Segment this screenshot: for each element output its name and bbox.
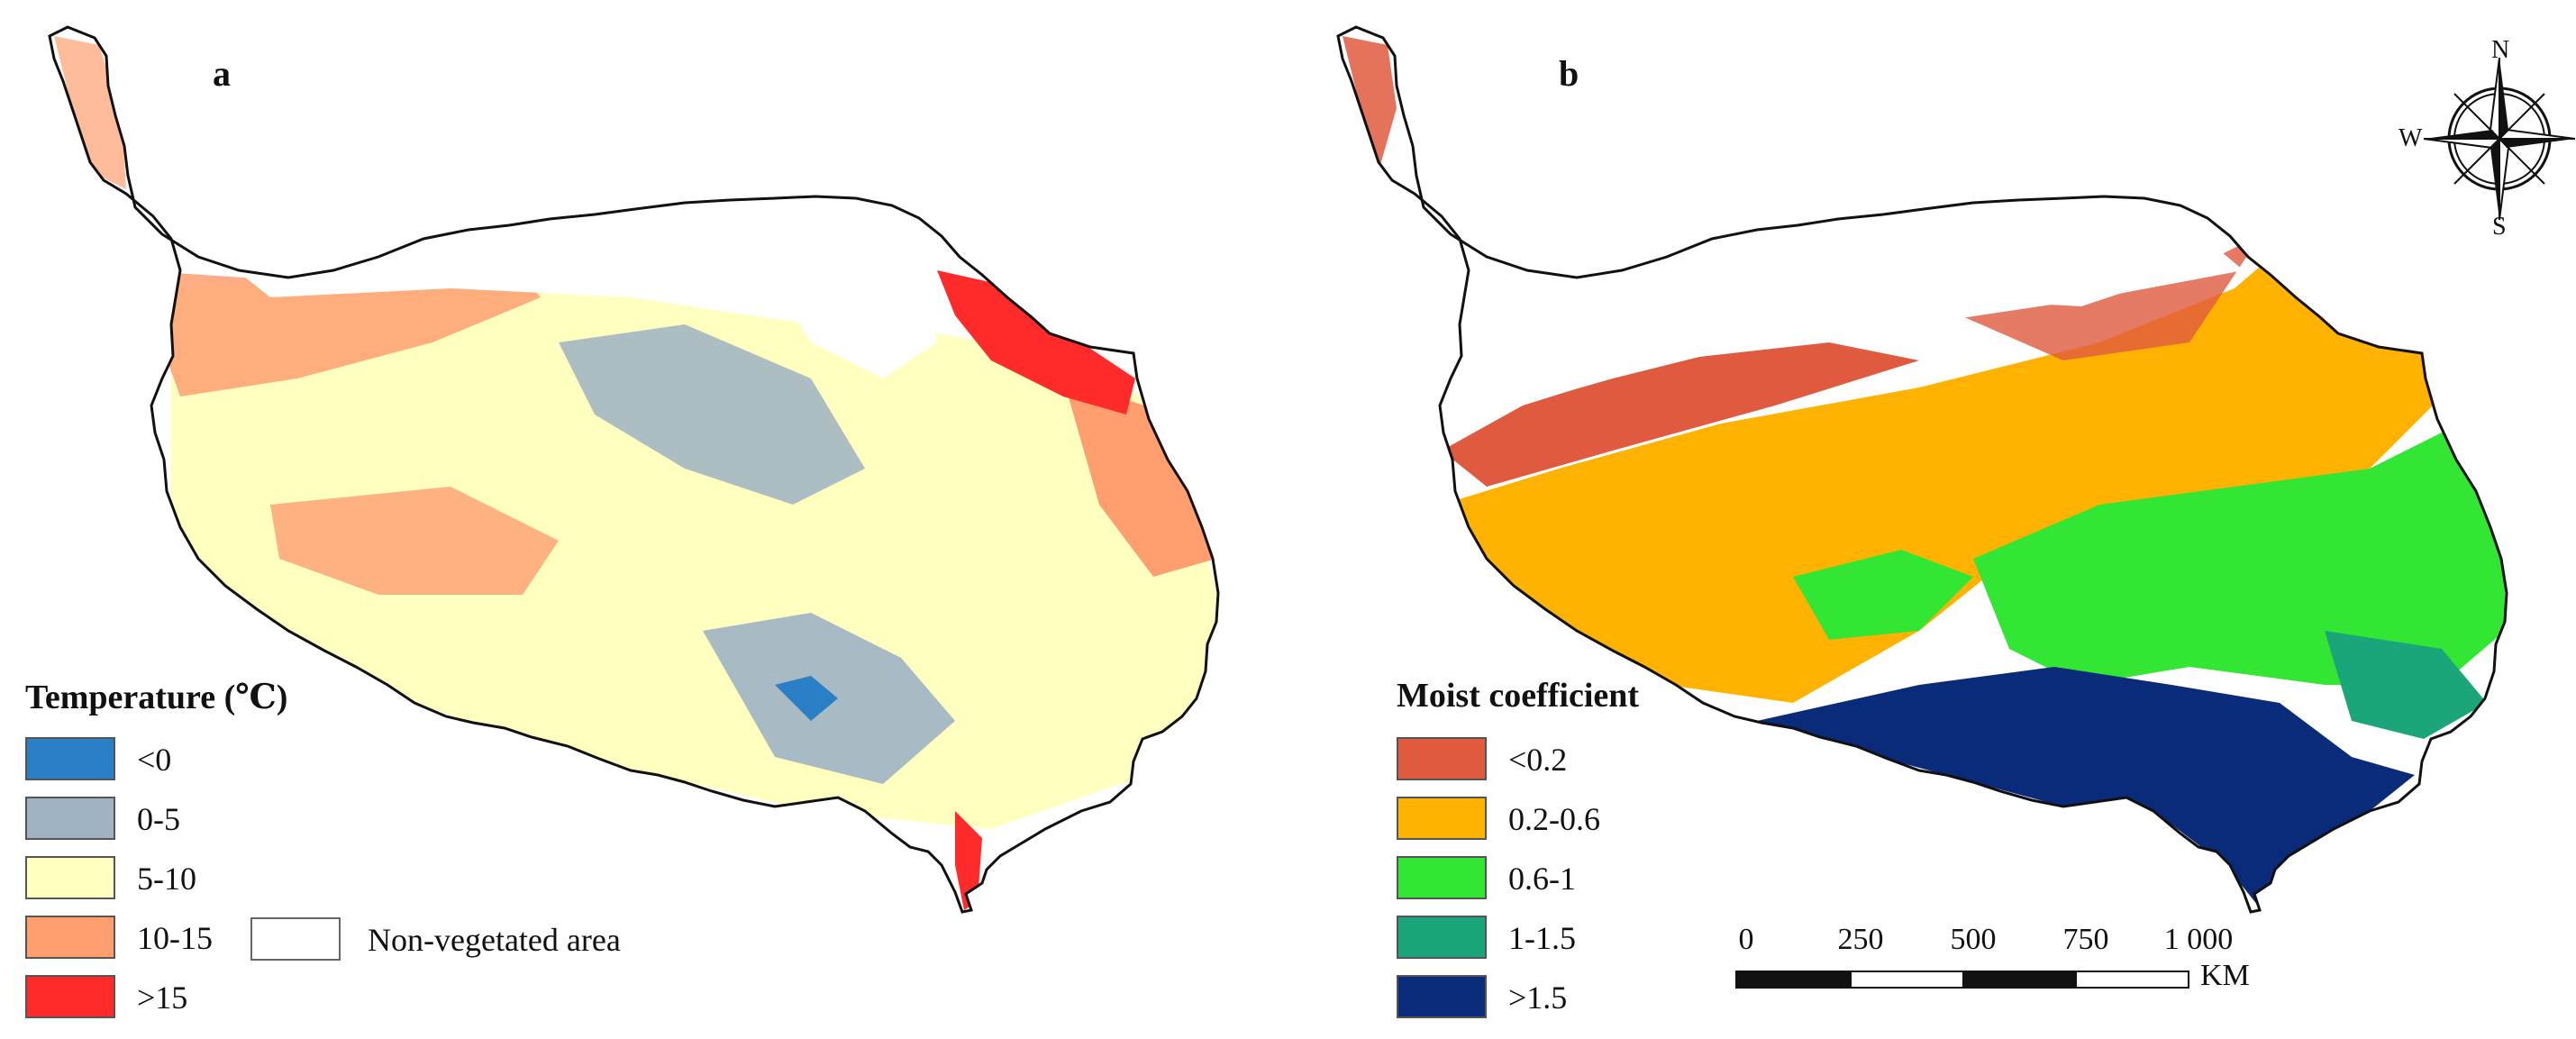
scale-bar-tick-label: 500 xyxy=(1950,923,1997,956)
compass-north-label: N xyxy=(2491,36,2510,64)
legend-swatch xyxy=(1397,916,1487,959)
scale-bar-tick-label: 1 000 xyxy=(2163,923,2234,956)
panel-label: a xyxy=(213,53,231,94)
legend-swatch xyxy=(250,917,341,961)
compass-west-label: W xyxy=(2399,124,2423,152)
legend-label: Non-vegetated area xyxy=(368,922,621,958)
compass-rose-icon xyxy=(2423,57,2576,221)
legend-label: <0 xyxy=(137,742,172,778)
legend-title: Moist coefficient xyxy=(1397,677,1640,715)
legend-label: >15 xyxy=(137,980,188,1016)
north-arrow-compass-icon: N S W E xyxy=(2399,36,2576,241)
legend-label: 0-5 xyxy=(137,801,180,837)
legend-title: Temperature (℃) xyxy=(25,679,288,716)
panel-label: b xyxy=(1559,53,1579,94)
legend-label: >1.5 xyxy=(1508,980,1568,1016)
temperature-map-panel: a Temperature (℃) <0 0-5 5-10 10-15 >15 … xyxy=(25,25,1220,1018)
legend-swatch xyxy=(1397,975,1487,1018)
legend-swatch xyxy=(25,856,115,899)
scale-bar-tick-label: 0 xyxy=(1738,923,1754,956)
moist-coefficient-map-panel: b N S W E Moist coefficient <0.2 xyxy=(1288,0,2576,1039)
legend-swatch xyxy=(1397,797,1487,840)
legend-label: 0.2-0.6 xyxy=(1508,801,1600,837)
scale-bar-unit: KM xyxy=(2200,959,2250,992)
scale-bar xyxy=(1735,971,2189,989)
scale-bar-labels: 0 250 500 750 1 000 xyxy=(1288,923,2576,962)
scale-bar-tick-label: 250 xyxy=(1837,923,1884,956)
legend-swatch xyxy=(1397,737,1487,780)
legend-swatch xyxy=(25,975,115,1018)
compass-south-label: S xyxy=(2492,213,2507,241)
legend-swatch xyxy=(25,916,115,959)
legend-label: 0.6-1 xyxy=(1508,861,1576,897)
moist-coefficient-map xyxy=(1336,25,2508,914)
legend-swatch xyxy=(1397,856,1487,899)
legend-label: <0.2 xyxy=(1508,742,1568,778)
legend-label: 10-15 xyxy=(137,920,213,956)
legend-swatch xyxy=(25,797,115,840)
legend-label: 5-10 xyxy=(137,861,196,897)
scale-bar-tick-label: 750 xyxy=(2062,923,2109,956)
legend-swatch xyxy=(25,737,115,780)
legend-label: 1-1.5 xyxy=(1508,920,1576,956)
temperature-map xyxy=(48,25,1220,914)
